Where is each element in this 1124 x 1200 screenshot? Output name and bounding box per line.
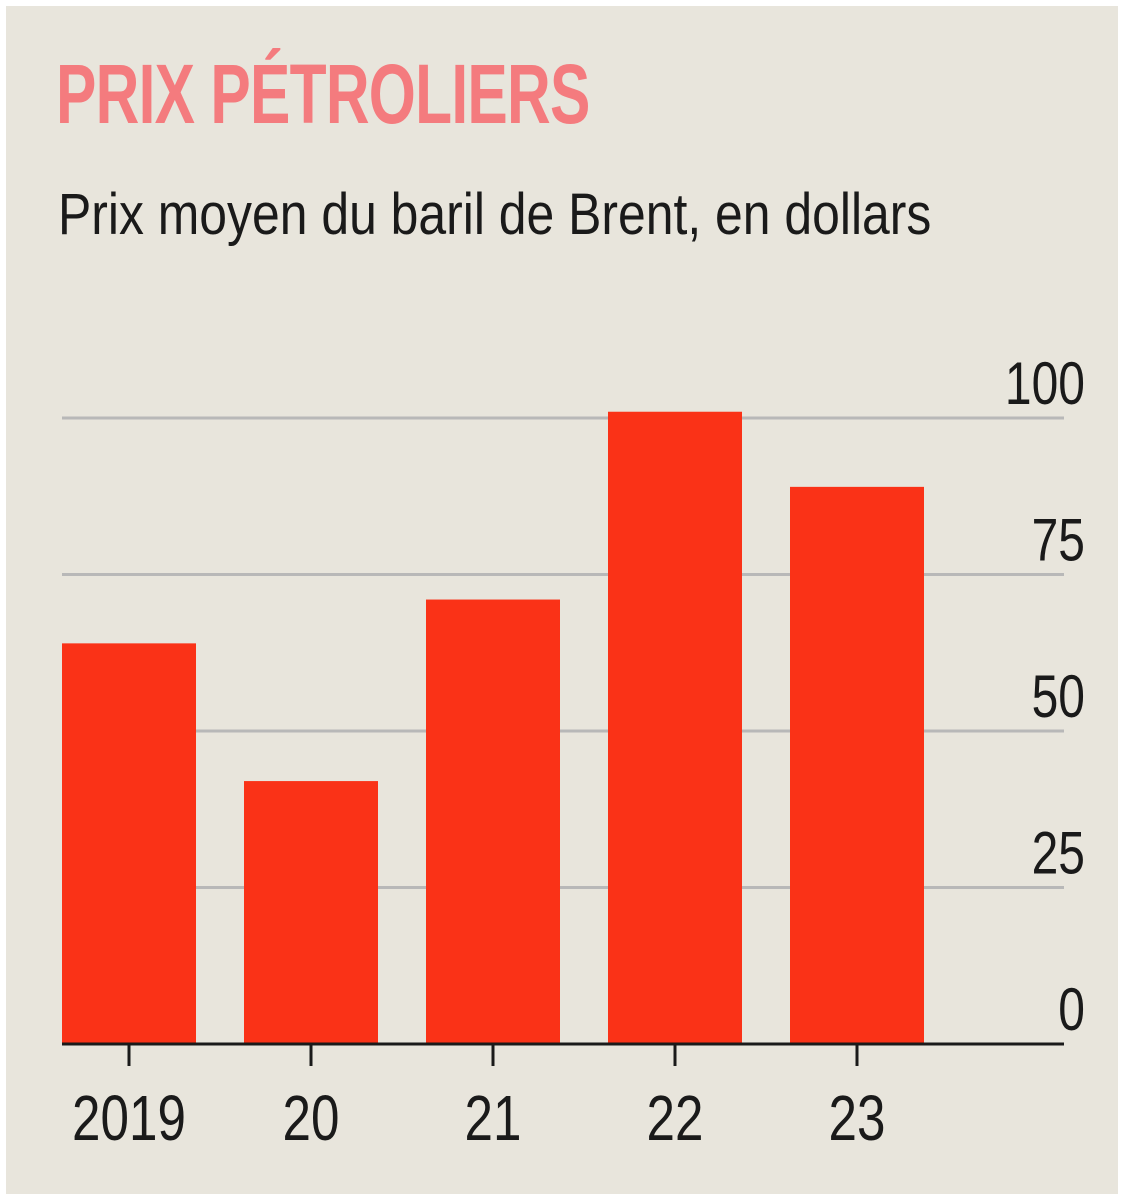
x-tick-label: 2019 bbox=[72, 1084, 186, 1155]
y-tick-label: 100 bbox=[1005, 350, 1085, 417]
x-tick-label: 22 bbox=[647, 1084, 704, 1155]
bar-23 bbox=[790, 486, 924, 1044]
y-tick-label: 50 bbox=[1032, 663, 1085, 730]
x-tick-label: 21 bbox=[465, 1084, 522, 1155]
x-tick-label: 20 bbox=[283, 1084, 340, 1155]
y-tick-label: 25 bbox=[1032, 819, 1085, 886]
bars bbox=[62, 411, 924, 1044]
bar-20 bbox=[244, 781, 378, 1044]
bar-21 bbox=[426, 599, 560, 1044]
x-tick-label: 23 bbox=[829, 1084, 886, 1155]
y-axis: 0 25 50 75 100 bbox=[1005, 350, 1085, 1043]
x-axis: 2019 20 21 22 23 bbox=[62, 1042, 1064, 1155]
bar-2019 bbox=[62, 643, 196, 1044]
y-tick-label: 0 bbox=[1058, 976, 1085, 1043]
chart-title: PRIX PÉTROLIERS bbox=[56, 47, 590, 141]
bar-22 bbox=[608, 411, 742, 1044]
chart-subtitle: Prix moyen du baril de Brent, en dollars bbox=[58, 182, 932, 247]
y-tick-label: 75 bbox=[1032, 506, 1085, 573]
